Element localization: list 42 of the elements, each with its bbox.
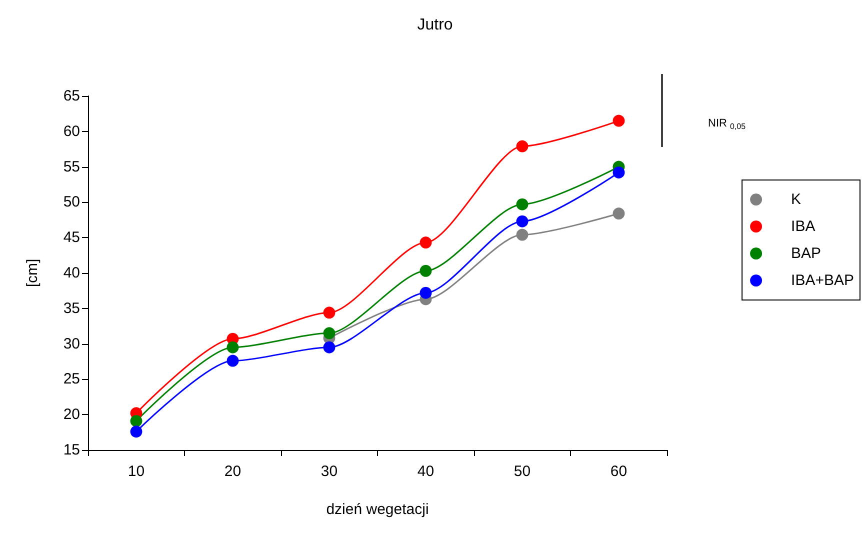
x-tick-label: 20 [224,463,242,480]
point [130,426,142,438]
point [516,215,528,228]
y-tick-label: 40 [63,264,80,282]
y-tick-label: 65 [63,88,80,104]
point [130,414,142,427]
legend-label: IBA [791,218,816,235]
x-tick-label: 10 [128,463,145,480]
legend-label: K [791,191,802,208]
y-tick-label: 15 [63,442,80,458]
y-tick-label: 55 [63,158,80,176]
y-tick-label: 20 [63,406,80,424]
x-tick-label: 50 [514,463,531,480]
point [516,140,528,152]
chart-title: Jutro [417,16,453,34]
legend-label: IBA+BAP [791,272,854,289]
y-tick-label: 50 [63,194,80,211]
point [612,114,625,127]
point [226,354,239,367]
point [420,236,432,249]
point [420,286,432,299]
y-axis-title: [cm] [24,258,41,288]
point [516,228,528,241]
y-tick-label: 25 [63,370,80,388]
point [420,264,432,277]
y-tick-label: 30 [63,335,80,352]
point [612,208,625,220]
x-tick-label: 60 [610,463,628,480]
point [226,341,239,354]
legend-label: BAP [791,245,822,262]
x-axis-title: dzień wegetacji [326,501,429,518]
text: NIR 0,05 [708,118,746,131]
y-tick-label: 60 [63,122,80,140]
x-tick-label: 30 [320,463,338,480]
point [323,341,336,354]
y-tick-label: 45 [63,229,80,246]
point [516,198,528,210]
point [612,166,625,178]
y-tick-label: 35 [63,300,80,317]
x-tick-label: 40 [417,463,434,480]
point [323,327,336,340]
point [323,306,336,319]
